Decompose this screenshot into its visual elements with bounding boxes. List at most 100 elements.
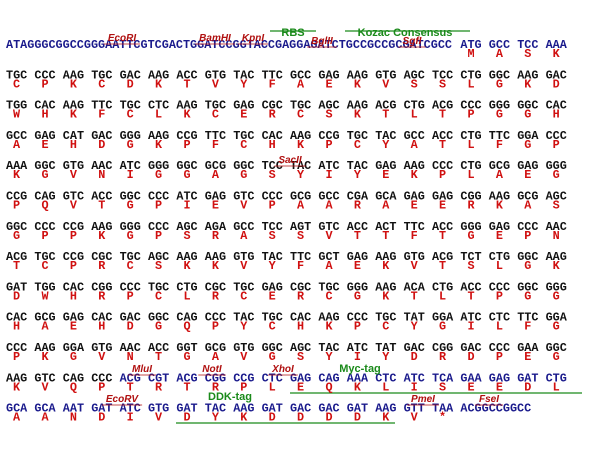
amino-acid: V — [155, 411, 163, 425]
codon: GTC — [34, 371, 55, 385]
codon: CCC — [432, 159, 453, 173]
amino-acid: A — [496, 168, 504, 182]
codon: GAG — [233, 99, 254, 113]
amino-acid: A — [524, 199, 532, 213]
amino-acid: K — [411, 168, 419, 182]
enzyme-label: BglII — [311, 36, 333, 47]
codon: GAG — [347, 250, 368, 264]
amino-acid: K — [354, 77, 362, 91]
amino-acid: E — [41, 138, 48, 152]
amino-acid: T — [13, 259, 20, 273]
amino-acid: C — [240, 289, 247, 303]
amino-acid: G — [524, 138, 531, 152]
codon: TGG — [34, 280, 55, 294]
codon: AAG — [489, 190, 510, 204]
amino-acid: D — [98, 411, 105, 425]
codon: AAA — [6, 159, 28, 173]
codon: CCC — [148, 190, 169, 204]
amino-acid: G — [524, 108, 531, 122]
codon: AAG — [375, 280, 396, 294]
amino-acid: T — [354, 229, 361, 243]
codon: TCA — [432, 371, 454, 385]
codon: TAC — [205, 402, 226, 416]
amino-acid: N — [98, 168, 105, 182]
amino-acid: L — [269, 380, 276, 394]
amino-acid: R — [98, 289, 106, 303]
amino-acid: I — [467, 320, 474, 334]
amino-acid: T — [439, 229, 446, 243]
codon: TGC — [34, 250, 55, 264]
codon: TGC — [233, 280, 254, 294]
amino-acid: S — [297, 229, 304, 243]
amino-acid: V — [212, 77, 220, 91]
codon: TGC — [375, 311, 396, 325]
codon: CCC — [517, 220, 538, 234]
codon: AAG — [318, 311, 339, 325]
amino-acid: V — [382, 77, 390, 91]
amino-acid: C — [127, 108, 134, 122]
codon: GAG — [404, 190, 425, 204]
amino-acid: S — [325, 108, 332, 122]
codon: ACG — [375, 99, 396, 113]
codon: GGC — [120, 190, 141, 204]
codon: GGA — [517, 129, 539, 143]
codon: ACC — [432, 220, 453, 234]
amino-acid: L — [467, 168, 474, 182]
amino-acid: Y — [382, 350, 390, 364]
codon: GGG — [347, 280, 368, 294]
enzyme-label: XhoI — [271, 364, 294, 375]
codon: AAG — [347, 68, 368, 82]
amino-acid: T — [155, 350, 162, 364]
amino-acid: C — [41, 259, 48, 273]
codon: CCG — [233, 371, 254, 385]
codon: GAG — [34, 129, 55, 143]
codon: GTG — [91, 341, 112, 355]
codon: CGC — [91, 250, 112, 264]
codon: GAT — [517, 371, 538, 385]
codon: ATC — [318, 159, 339, 173]
enzyme-label: BamHI — [199, 33, 231, 44]
amino-acid: K — [382, 289, 390, 303]
codon: CAC — [262, 129, 283, 143]
codon: CCC — [546, 129, 567, 143]
enzyme-label: PmeI — [411, 394, 435, 405]
codon: CCG — [6, 190, 27, 204]
codon: CAC — [91, 311, 112, 325]
codon: GAC — [404, 341, 425, 355]
amino-acid: F — [524, 320, 531, 334]
codon: ACC — [432, 129, 453, 143]
codon: GGG — [460, 220, 481, 234]
amino-acid: R — [212, 229, 220, 243]
codon: GAG — [262, 280, 283, 294]
amino-acid: T — [411, 289, 418, 303]
enzyme-label: NotI — [202, 364, 222, 375]
codon: CGC — [205, 280, 226, 294]
amino-acid: K — [354, 108, 362, 122]
amino-acid: P — [155, 199, 162, 213]
enzyme-label: MluI — [132, 364, 152, 375]
amino-acid: C — [354, 138, 361, 152]
codon: AGC — [148, 250, 169, 264]
codon: GGC — [517, 280, 538, 294]
codon: TTC — [205, 129, 226, 143]
codon: GAC — [91, 129, 112, 143]
codon: CCC — [205, 311, 226, 325]
amino-acid: G — [467, 229, 474, 243]
codon: GAC — [120, 68, 141, 82]
amino-acid: S — [155, 259, 162, 273]
codon: CCC — [91, 371, 112, 385]
amino-acid: G — [553, 168, 560, 182]
amino-acid: D — [127, 77, 134, 91]
amino-acid: L — [467, 77, 474, 91]
amino-acid: F — [496, 138, 503, 152]
codon: CAG — [34, 190, 55, 204]
amino-acid: A — [297, 77, 305, 91]
codon: CTG — [460, 68, 481, 82]
amino-acid: D — [98, 138, 105, 152]
amino-acid: Q — [183, 320, 190, 334]
amino-acid: K — [41, 350, 49, 364]
codon: AAG — [347, 99, 368, 113]
amino-acid: E — [354, 259, 361, 273]
codon: CCC — [34, 220, 55, 234]
amino-acid: I — [411, 380, 418, 394]
